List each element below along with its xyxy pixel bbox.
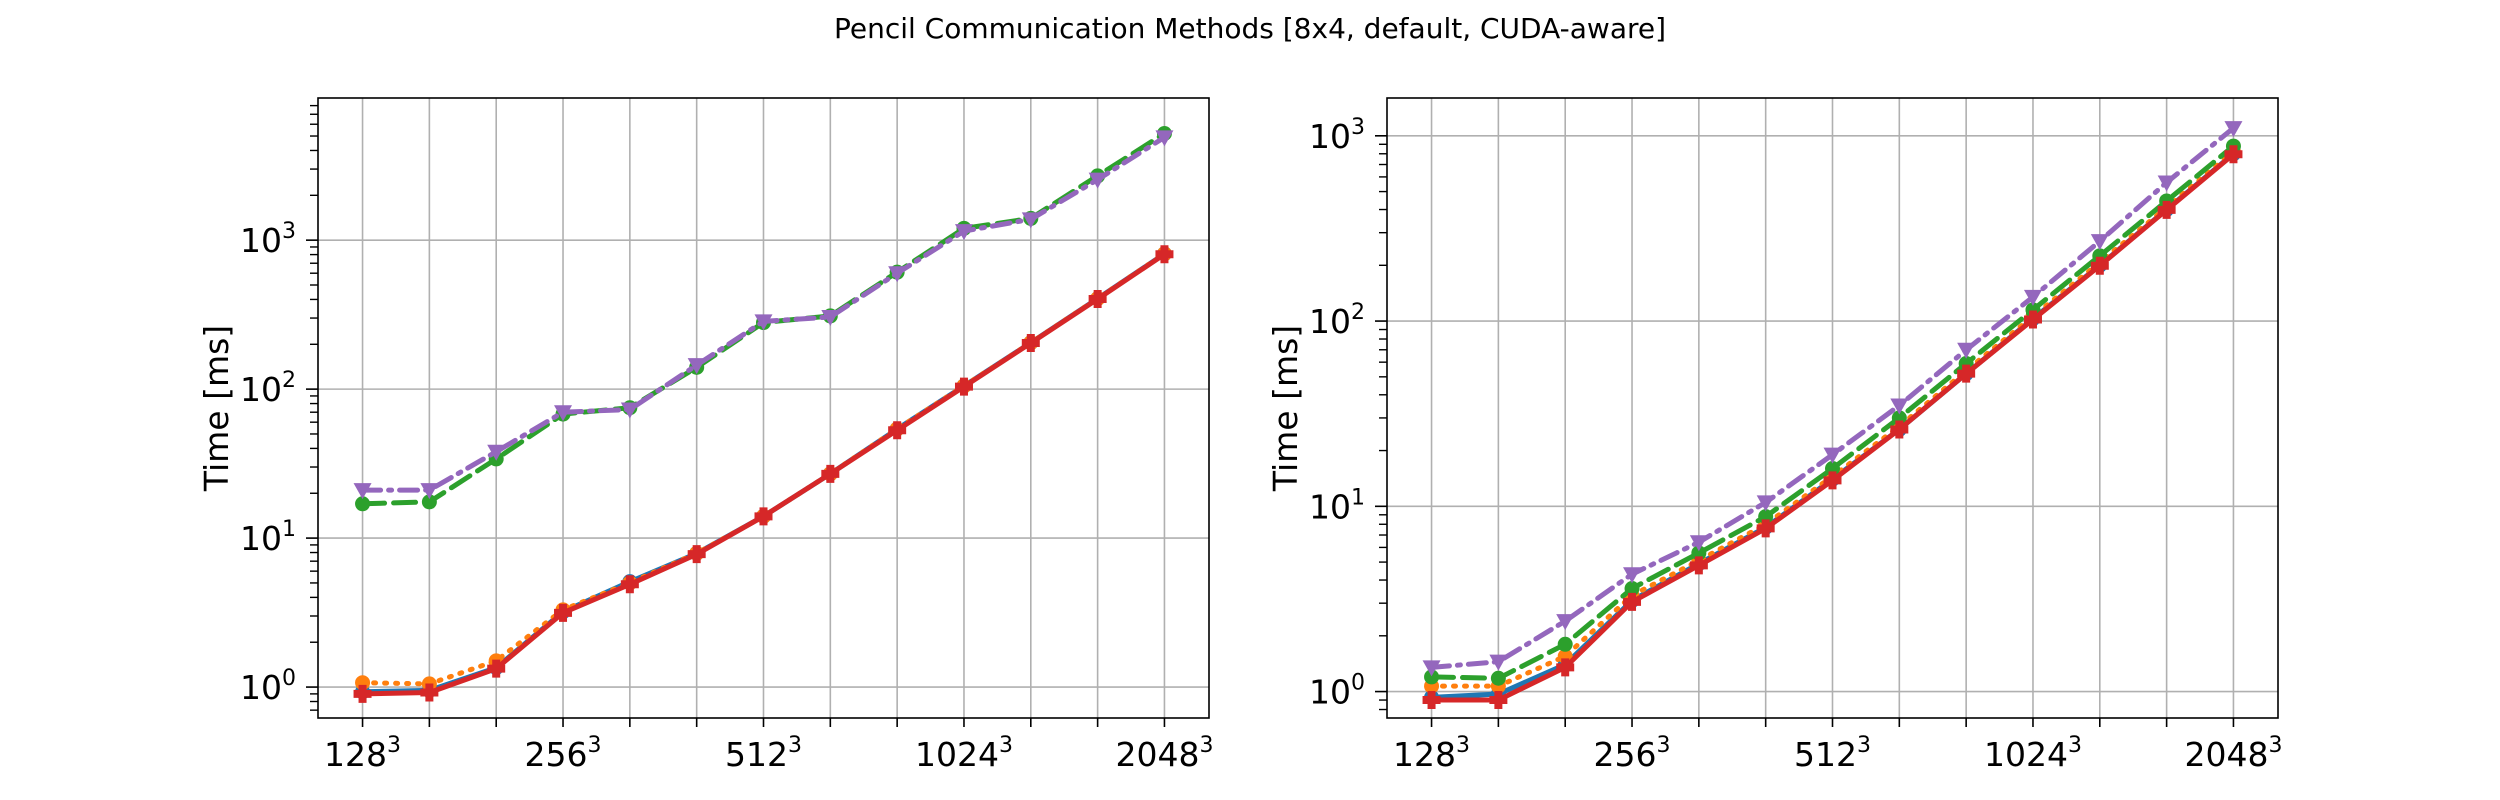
- x-tick-label: 5123: [1794, 733, 1871, 774]
- data-point: [355, 496, 371, 512]
- data-point: [554, 603, 573, 622]
- grid-lines: [318, 98, 1209, 718]
- series-5: [1422, 121, 2243, 677]
- data-point: [1021, 212, 1040, 229]
- series-5: [353, 130, 1174, 500]
- y-tick-label: 102: [240, 368, 296, 409]
- data-point: [1957, 342, 1976, 359]
- x-tick-label: 2563: [525, 733, 602, 774]
- data-point: [620, 575, 639, 594]
- data-point: [954, 224, 973, 241]
- data-point: [1556, 658, 1575, 677]
- plot-frame: [317, 97, 1210, 719]
- y-tick-label: 103: [240, 219, 296, 260]
- data-point: [1823, 471, 1842, 490]
- data-point: [1689, 556, 1708, 575]
- data-point: [2023, 289, 2042, 306]
- data-point: [1823, 447, 1842, 464]
- data-point: [687, 545, 706, 564]
- data-point: [1021, 334, 1040, 353]
- x-tick-label: 1283: [1393, 733, 1470, 774]
- data-point: [1088, 289, 1107, 308]
- chart-panel-2: 1283 2563 5123 10243 20483 100 101 102 103 Time […: [1266, 97, 2282, 774]
- data-point: [1623, 567, 1642, 584]
- y-tick-label: 101: [1309, 485, 1365, 526]
- data-point: [1422, 660, 1441, 677]
- data-point: [1623, 592, 1642, 611]
- data-point: [1155, 245, 1174, 264]
- data-point: [487, 444, 506, 461]
- data-point: [1489, 654, 1508, 671]
- data-point: [421, 494, 437, 510]
- y-axis-label: Time [ms]: [197, 325, 236, 492]
- data-point: [888, 266, 907, 283]
- data-point: [1890, 420, 1909, 439]
- data-point: [1155, 130, 1174, 147]
- data-point: [554, 405, 573, 422]
- data-point: [821, 309, 840, 326]
- data-point: [353, 483, 372, 500]
- data-point: [2090, 256, 2109, 275]
- plot-frame: [1386, 97, 2279, 719]
- data-point: [620, 402, 639, 419]
- data-point: [1957, 364, 1976, 383]
- data-point: [1489, 691, 1508, 710]
- data-point: [420, 483, 439, 500]
- y-axis-label: Time [ms]: [1266, 325, 1305, 492]
- x-tick-label: 1283: [324, 733, 401, 774]
- data-point: [2157, 175, 2176, 192]
- data-point: [1088, 172, 1107, 189]
- data-point: [1756, 495, 1775, 512]
- series-4: [1422, 145, 2243, 710]
- data-point: [487, 659, 506, 678]
- y-tick-label: 100: [1309, 671, 1365, 712]
- data-point: [2224, 145, 2243, 164]
- data-point: [1890, 398, 1909, 415]
- data-point: [754, 314, 773, 331]
- grid-lines: [1387, 98, 2278, 718]
- data-point: [888, 421, 907, 440]
- data-point: [420, 683, 439, 702]
- data-point: [754, 507, 773, 526]
- data-point: [1556, 614, 1575, 631]
- data-point: [2023, 310, 2042, 329]
- data-point: [2157, 200, 2176, 219]
- data-point: [2224, 121, 2243, 138]
- y-tick-label: 102: [1309, 300, 1365, 341]
- x-tick-label: 10243: [915, 733, 1013, 774]
- data-point: [1424, 669, 1440, 685]
- x-tick-label: 20483: [1115, 733, 1213, 774]
- x-tick-label: 2563: [1594, 733, 1671, 774]
- data-point: [1557, 636, 1573, 652]
- x-tick-label: 5123: [725, 733, 802, 774]
- x-tick-label: 10243: [1984, 733, 2082, 774]
- data-point: [1490, 670, 1506, 686]
- y-tick-label: 103: [1309, 115, 1365, 156]
- series-4: [353, 245, 1174, 703]
- x-tick-label: 20483: [2184, 733, 2282, 774]
- data-point: [687, 358, 706, 375]
- y-tick-label: 101: [240, 517, 296, 558]
- data-point: [821, 464, 840, 483]
- data-point: [353, 684, 372, 703]
- data-point: [1689, 535, 1708, 552]
- data-point: [2090, 234, 2109, 251]
- figure-title: Pencil Communication Methods [8x4, defau…: [833, 12, 1667, 45]
- data-point: [1422, 691, 1441, 710]
- data-point: [954, 377, 973, 396]
- data-point: [1624, 581, 1640, 597]
- data-point: [1756, 519, 1775, 538]
- y-tick-label: 100: [240, 666, 296, 707]
- chart-panel-1: 1283 2563 5123 10243 20483 100 101 102 103 Time […: [197, 97, 1213, 774]
